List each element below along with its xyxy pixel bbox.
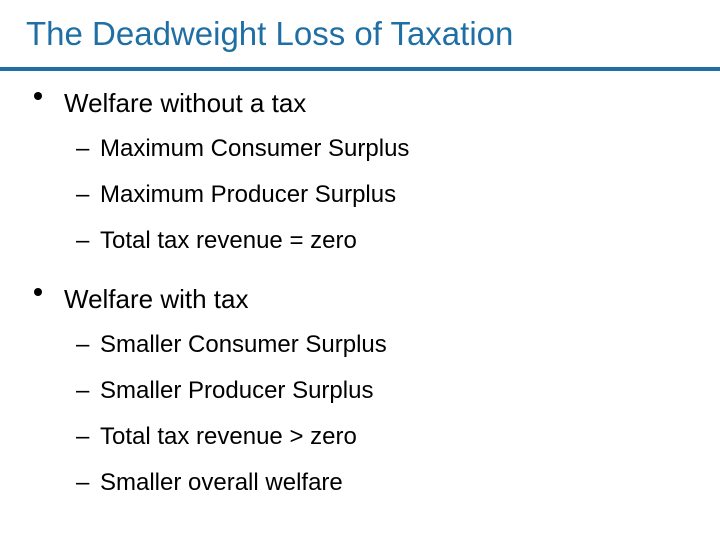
dash-icon: – [76,469,90,496]
sub-bullet-text: Smaller overall welfare [100,469,343,496]
dash-icon: – [76,135,90,162]
bullet-dot-icon [34,288,42,296]
sub-bullet-text: Total tax revenue = zero [100,227,357,254]
bullet-text: Welfare without a tax [64,88,307,118]
bullet-group-with-tax: Welfare with tax – Smaller Consumer Surp… [0,276,720,506]
sub-bullet-item: – Smaller overall welfare [0,460,720,506]
dash-icon: – [76,377,90,404]
sub-bullet-text: Maximum Producer Surplus [100,181,397,208]
title-divider [0,67,720,71]
dash-icon: – [76,181,90,208]
bullet-dot-icon [34,92,42,100]
sub-bullet-item: – Smaller Producer Surplus [0,368,720,414]
sub-bullet-item: – Maximum Consumer Surplus [0,126,720,172]
dash-icon: – [76,227,90,254]
slide-title: The Deadweight Loss of Taxation [26,15,514,52]
bullet-text: Welfare with tax [64,284,249,314]
bullet-group-without-tax: Welfare without a tax – Maximum Consumer… [0,80,720,264]
bullet-item: Welfare with tax [0,276,720,322]
sub-bullet-text: Total tax revenue > zero [100,423,357,450]
slide-content: Welfare without a tax – Maximum Consumer… [0,76,720,518]
dash-icon: – [76,331,90,358]
sub-bullet-text: Smaller Producer Surplus [100,377,374,404]
dash-icon: – [76,423,90,450]
sub-bullet-item: – Total tax revenue = zero [0,218,720,264]
sub-bullet-item: – Smaller Consumer Surplus [0,322,720,368]
bullet-item: Welfare without a tax [0,80,720,126]
sub-bullet-text: Maximum Consumer Surplus [100,135,410,162]
sub-bullet-item: – Maximum Producer Surplus [0,172,720,218]
sub-bullet-item: – Total tax revenue > zero [0,414,720,460]
sub-bullet-text: Smaller Consumer Surplus [100,331,387,358]
